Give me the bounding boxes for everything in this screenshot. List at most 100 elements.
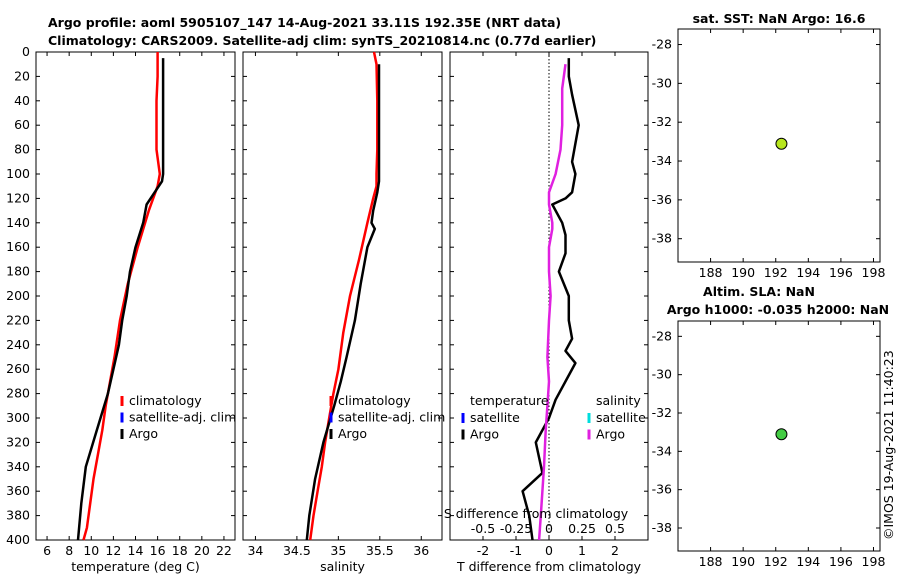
difference-xtick-label: -2 xyxy=(477,543,489,558)
difference-legend-salinity-title: salinity xyxy=(596,393,641,408)
temperature-ytick-label: 140 xyxy=(6,215,30,230)
sst-map-ytick-label: -28 xyxy=(652,37,672,52)
difference-s-tick-label: 0.25 xyxy=(568,521,596,536)
difference-s-tick-label: -0.5 xyxy=(471,521,495,536)
sst-map-xtick-label: 196 xyxy=(829,265,853,280)
temperature-xtick-label: 10 xyxy=(83,543,99,558)
temperature-ytick-label: 20 xyxy=(14,68,30,83)
sla-map-ytick-label: -38 xyxy=(652,520,672,535)
sst-map-ytick-label: -30 xyxy=(652,75,672,90)
difference-t-difference-argo-line xyxy=(521,58,580,541)
temperature-ytick-label: 360 xyxy=(6,483,30,498)
sla-map-xtick-label: 196 xyxy=(829,554,853,569)
temperature-climatology-line xyxy=(82,52,162,541)
difference-xtick-label: 0 xyxy=(545,543,553,558)
sla-map-ytick-label: -28 xyxy=(652,328,672,343)
temperature-ytick-label: 0 xyxy=(22,44,30,59)
temperature-ytick-label: 400 xyxy=(6,532,30,547)
difference-xtick-label: 1 xyxy=(578,543,586,558)
sla-map-ytick-label: -34 xyxy=(652,443,672,458)
temperature-ytick-label: 220 xyxy=(6,312,30,327)
salinity-xtick-label: 34 xyxy=(247,543,263,558)
temperature-ytick-label: 380 xyxy=(6,508,30,523)
salinity-axes-frame xyxy=(242,51,443,541)
temperature-profile-plot: 6 8 10 12 14 16 18 20 22020406080100120140160180… xyxy=(6,44,236,574)
sla-map-ytick-label: -36 xyxy=(652,482,672,497)
sla-map-argo-point xyxy=(775,428,788,441)
temperature-ytick-label: 60 xyxy=(14,117,30,132)
salinity-xtick-label: 34.5 xyxy=(283,543,311,558)
temperature-xtick-label: 16 xyxy=(150,543,166,558)
sst-map-xtick-label: 188 xyxy=(699,265,723,280)
sst-map-ytick-label: -32 xyxy=(652,114,672,129)
temperature-xtick-label: 12 xyxy=(105,543,121,558)
sst-map-ytick-label: -36 xyxy=(652,192,672,207)
difference-legend-t-satellite-label: satellite xyxy=(470,410,520,425)
difference-profile-plot: -2 -1 0 1 2 S difference from climatology-0.5… xyxy=(444,51,649,574)
difference-xtick-label: 2 xyxy=(611,543,619,558)
sla-map-ytick-label: -32 xyxy=(652,405,672,420)
salinity-legend-satellite_adj_clim-label: satellite-adj. clim xyxy=(338,410,445,425)
temperature-xtick-label: 8 xyxy=(65,543,73,558)
temperature-ytick-label: 200 xyxy=(6,288,30,303)
salinity-legend-argo-label: Argo xyxy=(338,426,367,441)
temperature-xtick-label: 6 xyxy=(43,543,51,558)
sla-map-xtick-label: 188 xyxy=(699,554,723,569)
salinity-xtick-label: 36 xyxy=(413,543,429,558)
temperature-xtick-label: 22 xyxy=(216,543,232,558)
difference-xlabel: T difference from climatology xyxy=(456,559,642,574)
temperature-ytick-label: 240 xyxy=(6,337,30,352)
difference-legend-t-argo-label: Argo xyxy=(470,427,499,442)
sst-map-title: sat. SST: NaN Argo: 16.6 xyxy=(693,11,866,26)
temperature-ytick-label: 40 xyxy=(14,93,30,108)
sla-map-ytick-label: -30 xyxy=(652,367,672,382)
sla-map-xtick-label: 194 xyxy=(796,554,820,569)
sla-map-axes-frame xyxy=(677,320,881,552)
figure-title-line1: Argo profile: aoml 5905107_147 14-Aug-20… xyxy=(48,15,561,31)
difference-legend-temperature-title: temperature xyxy=(470,393,549,408)
difference-s-difference-argo-line xyxy=(537,64,567,541)
salinity-argo-line xyxy=(305,64,381,541)
sla-map-xtick-label: 190 xyxy=(731,554,755,569)
sst-map-xtick-label: 198 xyxy=(862,265,886,280)
temperature-ytick-label: 180 xyxy=(6,264,30,279)
temperature-legend-satellite_adj_clim-label: satellite-adj. clim xyxy=(129,410,236,425)
difference-s-tick-label: 0.5 xyxy=(605,521,625,536)
sst-map-xtick-label: 192 xyxy=(764,265,788,280)
sst-map-axes-frame xyxy=(677,28,881,263)
temperature-ytick-label: 100 xyxy=(6,166,30,181)
salinity-climatology-line xyxy=(308,51,379,541)
temperature-legend-argo-label: Argo xyxy=(129,426,158,441)
difference-axes-frame xyxy=(449,51,649,541)
difference-legend-s-satellite-label: satellite xyxy=(596,410,646,425)
sla-map-title-line1: Altim. SLA: NaN xyxy=(703,284,815,299)
temperature-ytick-label: 80 xyxy=(14,142,30,157)
temperature-ytick-label: 260 xyxy=(6,361,30,376)
figure-title-line2: Climatology: CARS2009. Satellite-adj cli… xyxy=(48,33,596,49)
sla-map-xtick-label: 192 xyxy=(764,554,788,569)
sst-map-ytick-label: -38 xyxy=(652,231,672,246)
temperature-ytick-label: 340 xyxy=(6,459,30,474)
salinity-profile-plot: 34 34.5 35 35.5 36 salinity climatology satelli… xyxy=(242,51,445,574)
sla-map-title-line2: Argo h1000: -0.035 h2000: NaN xyxy=(667,302,889,317)
temperature-axes-frame xyxy=(35,51,236,541)
temperature-xlabel: temperature (deg C) xyxy=(71,559,200,574)
difference-s-label: S difference from climatology xyxy=(444,506,629,521)
temperature-xtick-label: 18 xyxy=(172,543,188,558)
salinity-legend-climatology-label: climatology xyxy=(338,393,411,408)
difference-legend-s-argo-label: Argo xyxy=(596,427,625,442)
sst-map-xtick-label: 190 xyxy=(731,265,755,280)
sla-map-xtick-label: 198 xyxy=(862,554,886,569)
sst-map-xtick-label: 194 xyxy=(796,265,820,280)
sst-map-argo-point xyxy=(775,137,788,150)
temperature-legend-climatology-label: climatology xyxy=(129,393,202,408)
imos-watermark: ©IMOS 19-Aug-2021 11:40:23 xyxy=(881,350,896,540)
temperature-ytick-label: 320 xyxy=(6,434,30,449)
difference-xtick-label: -1 xyxy=(510,543,522,558)
temperature-ytick-label: 120 xyxy=(6,190,30,205)
temperature-ytick-label: 160 xyxy=(6,239,30,254)
temperature-xtick-label: 20 xyxy=(194,543,210,558)
temperature-ytick-label: 300 xyxy=(6,410,30,425)
temperature-argo-line xyxy=(76,58,165,541)
